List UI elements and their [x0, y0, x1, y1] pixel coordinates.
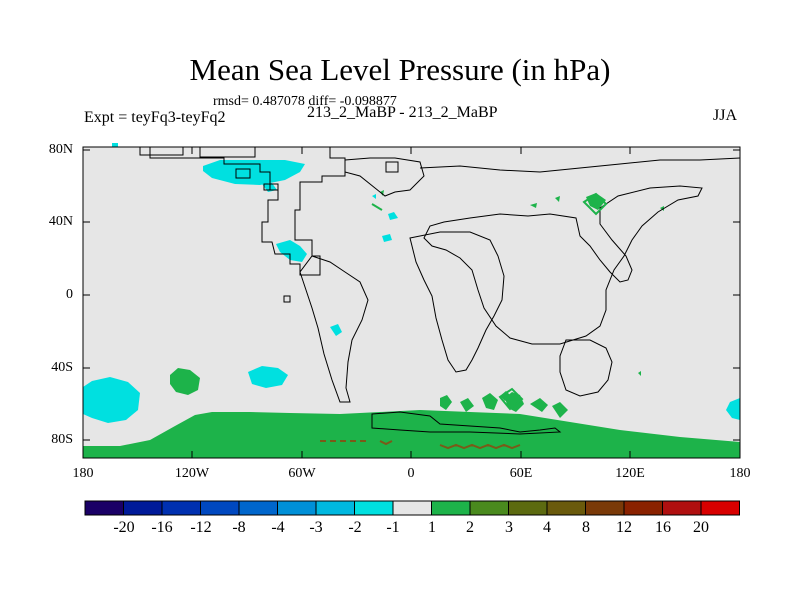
colorbar-label: -1: [386, 519, 400, 536]
island-outline: [263, 183, 279, 191]
negative-patch: [726, 398, 740, 420]
colorbar-box: [585, 500, 625, 516]
colorbar-label: 12: [616, 519, 632, 536]
colorbar-box: [238, 500, 278, 516]
positive-patch: [660, 206, 664, 211]
colorbar-label: -16: [151, 519, 173, 536]
colorbar-box: [354, 500, 394, 516]
positive-patch: [440, 395, 452, 410]
negative-patch: [388, 212, 398, 220]
lat-label-40n: 40N: [48, 214, 73, 229]
lon-label-60w: 60W: [288, 466, 316, 481]
colorbar-box: [84, 500, 124, 516]
negative-patch: [248, 366, 288, 388]
south-america-coast: [299, 255, 369, 403]
lon-label-180w: 180: [72, 466, 94, 481]
stats-text: rmsd= 0.487078 diff= -0.098877: [213, 94, 397, 109]
map-background: [83, 147, 740, 458]
green-contour: [498, 387, 524, 411]
positive-wave-line: [439, 443, 521, 450]
colorbar-label: 4: [543, 519, 551, 536]
africa-coast: [409, 231, 505, 373]
colorbar-label: 2: [466, 519, 474, 536]
negative-patch: [83, 377, 140, 423]
map-title: Mean Sea Level Pressure (in hPa): [189, 52, 611, 87]
experiment-label: Expt = teyFq3-teyFq2: [84, 109, 226, 126]
eurasia-coast: [423, 185, 703, 345]
lon-label-60e: 60E: [509, 466, 533, 481]
colorbar-label: 1: [428, 519, 436, 536]
colorbar-box: [277, 500, 317, 516]
island-outline: [235, 168, 251, 179]
colorbar-box: [315, 500, 355, 516]
lat-label-80n: 80N: [48, 142, 73, 157]
lat-label-80s: 80S: [51, 432, 73, 447]
positive-patch: [638, 371, 641, 376]
lon-label-120e: 120E: [615, 466, 645, 481]
positive-patch: [552, 402, 568, 418]
case-label: 213_2_MaBP - 213_2_MaBP: [307, 104, 498, 121]
positive-patch: [460, 398, 474, 412]
negative-patch: [382, 234, 392, 242]
colorbar-box: [508, 500, 548, 516]
colorbar-box: [662, 500, 702, 516]
lon-label-120w: 120W: [174, 466, 210, 481]
colorbar-label: -8: [232, 519, 246, 536]
colorbar-label: -3: [309, 519, 323, 536]
positive-patch: [530, 398, 548, 412]
colorbar-box: [623, 500, 663, 516]
lat-label-0: 0: [66, 287, 73, 302]
colorbar-label: 3: [505, 519, 513, 536]
green-contour: [582, 192, 608, 216]
negative-patch: [330, 324, 342, 336]
colorbar: [84, 500, 740, 516]
colorbar-box: [469, 500, 509, 516]
positive-patch: [482, 393, 498, 410]
lat-label-40s: 40S: [51, 360, 73, 375]
season-label: JJA: [713, 107, 738, 124]
positive-patch: [555, 196, 560, 202]
colorbar-label: -4: [271, 519, 285, 536]
island-outline: [385, 161, 399, 173]
colorbar-box: [700, 500, 740, 516]
positive-patch: [530, 203, 537, 208]
greenland-coast: [344, 157, 425, 197]
lon-label-0: 0: [407, 466, 415, 481]
axis-ticks: [82, 147, 741, 458]
colorbar-box: [546, 500, 586, 516]
colorbar-box: [123, 500, 163, 516]
colorbar-box: [200, 500, 240, 516]
negative-patch: [372, 194, 376, 199]
antarctica-coast: [371, 411, 562, 435]
negative-patch: [112, 143, 118, 147]
colorbar-box: [392, 500, 432, 516]
colorbar-label: -12: [190, 519, 212, 536]
colorbar-label: 8: [582, 519, 590, 536]
green-contour: [371, 203, 383, 211]
positive-patch: [170, 368, 200, 395]
antarctic-positive-region: [83, 410, 740, 458]
colorbar-label: 20: [693, 519, 709, 536]
australia-coast: [559, 339, 613, 397]
negative-patch: [276, 240, 307, 262]
negative-patch: [203, 160, 305, 185]
island-outline: [283, 295, 291, 303]
lon-label-180e: 180: [729, 466, 751, 481]
colorbar-box: [161, 500, 201, 516]
colorbar-label: -2: [348, 519, 362, 536]
colorbar-box: [431, 500, 471, 516]
asia-north-coast: [419, 157, 741, 173]
positive-wave-line: [379, 440, 393, 446]
colorbar-label: -20: [113, 519, 135, 536]
colorbar-label: 16: [655, 519, 671, 536]
coastlines: [83, 146, 741, 435]
positive-patch: [500, 391, 512, 401]
